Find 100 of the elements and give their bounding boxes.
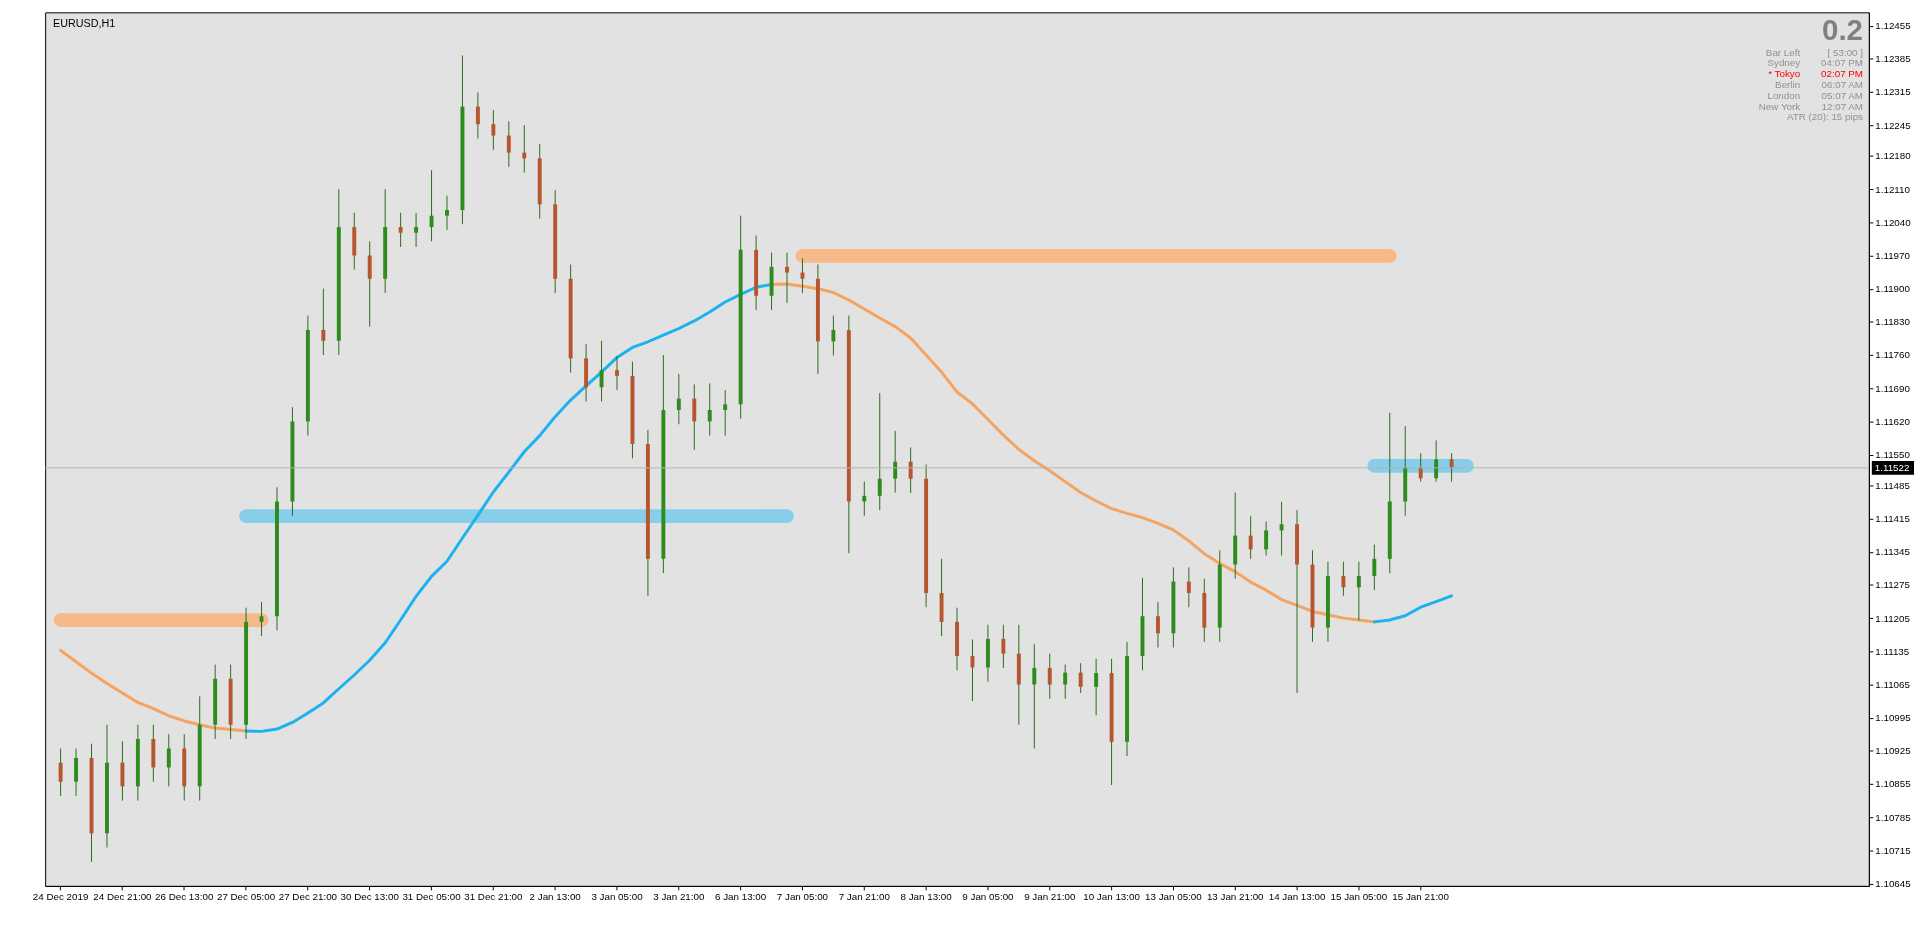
x-tick-label: 14 Jan 13:00: [1268, 891, 1326, 903]
candlestick: [1372, 544, 1377, 591]
x-tick-label: 15 Jan 21:00: [1392, 891, 1450, 903]
x-tick-label: 27 Dec 21:00: [278, 891, 338, 903]
x-tick-label: 26 Dec 13:00: [155, 891, 214, 903]
x-tick-label: 24 Dec 21:00: [93, 891, 153, 903]
y-tick-label: 1.11205: [1875, 612, 1911, 624]
candlestick: [785, 252, 789, 304]
candlestick: [1434, 439, 1439, 483]
candlestick: [414, 212, 419, 248]
candlestick: [1356, 561, 1361, 621]
candlestick: [445, 195, 449, 231]
x-tick-label: 31 Dec 05:00: [402, 891, 462, 903]
candlestick: [723, 389, 728, 437]
x-tick-label: 13 Jan 05:00: [1145, 891, 1203, 903]
x-tick-label: 24 Dec 2019: [32, 891, 89, 903]
candlestick: [599, 340, 604, 402]
x-tick-label: 8 Jan 13:00: [900, 891, 953, 903]
y-tick-label: 1.12110: [1875, 183, 1911, 195]
y-tick-label: 1.12385: [1875, 53, 1912, 65]
x-tick-label: 7 Jan 05:00: [776, 891, 829, 903]
candlestick: [1078, 662, 1083, 694]
candlestick: [862, 481, 867, 517]
candlestick: [1032, 643, 1037, 749]
candlestick: [367, 240, 372, 328]
candlestick: [1001, 624, 1006, 669]
annotation: 12:07 AM: [1821, 100, 1863, 112]
candlestick: [893, 430, 898, 493]
y-tick-label: 1.10925: [1875, 745, 1912, 757]
y-tick-label: 1.11135: [1875, 645, 1910, 657]
candlestick: [1341, 561, 1346, 597]
y-tick-label: 1.10645: [1875, 877, 1912, 889]
candlestick: [877, 392, 882, 511]
y-tick-label: 1.12315: [1875, 86, 1912, 98]
y-tick-label: 1.11485: [1875, 479, 1911, 491]
candlestick: [676, 373, 681, 425]
y-tick-label: 1.11550: [1875, 449, 1911, 461]
candlestick: [58, 747, 63, 797]
y-tick-label: 1.11345: [1875, 546, 1911, 558]
y-tick-label: 1.12245: [1875, 119, 1912, 131]
annotation: Sydney: [1767, 57, 1801, 69]
line-series: [59, 648, 248, 733]
y-tick-label: 1.11900: [1875, 283, 1911, 295]
x-tick-label: 30 Dec 13:00: [340, 891, 400, 903]
y-tick-label: 1.12455: [1875, 20, 1912, 32]
x-tick-label: 7 Jan 21:00: [838, 891, 891, 903]
annotation: 05:07 AM: [1821, 89, 1863, 101]
y-tick-label: 1.12180: [1875, 150, 1912, 162]
annotation: 02:07 PM: [1821, 68, 1863, 80]
candlestick: [1449, 452, 1454, 483]
x-tick-label: 6 Jan 13:00: [715, 891, 767, 903]
x-tick-label: 3 Jan 21:00: [653, 891, 705, 903]
annotation: Bar Left: [1765, 46, 1801, 58]
candlestick: [1264, 520, 1269, 557]
candlestick: [615, 355, 619, 391]
x-tick-label: 15 Jan 05:00: [1330, 891, 1388, 903]
y-tick-label: 1.10715: [1875, 844, 1912, 856]
ref-line-label: 1.11522: [1874, 461, 1910, 473]
y-tick-label: 1.10785: [1875, 811, 1912, 823]
annotation: [ 53:00 ]: [1827, 46, 1864, 58]
candlestick: [1279, 501, 1284, 557]
x-tick-label: 10 Jan 13:00: [1083, 891, 1141, 903]
annotation: * Tokyo: [1768, 68, 1801, 80]
candlestick: [166, 733, 171, 787]
y-tick-label: 1.10855: [1875, 778, 1912, 790]
x-tick-label: 27 Dec 05:00: [216, 891, 276, 903]
annotation: 0.2: [1822, 12, 1863, 46]
y-tick-label: 1.11415: [1875, 513, 1911, 525]
candlestick: [1063, 664, 1068, 700]
x-tick-label: 2 Jan 13:00: [529, 891, 582, 903]
annotation: ATR (20): 15 pips: [1786, 111, 1864, 123]
candlestick: [522, 124, 527, 174]
candlestick: [1248, 515, 1253, 560]
candlestick: [398, 212, 403, 248]
y-tick-label: 1.11620: [1875, 415, 1911, 427]
annotation: Berlin: [1775, 78, 1801, 90]
y-tick-label: 1.11760: [1875, 349, 1911, 361]
candlestick: [475, 91, 480, 139]
y-tick-label: 1.11065: [1875, 678, 1911, 690]
y-tick-label: 1.10995: [1875, 712, 1912, 724]
candlestick: [74, 747, 79, 797]
x-tick-label: 31 Dec 21:00: [464, 891, 524, 903]
line-series: [1372, 594, 1454, 624]
candlestick: [506, 120, 511, 168]
candlestick: [831, 315, 836, 356]
y-tick-label: 1.11275: [1875, 579, 1911, 591]
y-tick-label: 1.11690: [1875, 382, 1911, 394]
candlestick: [491, 109, 496, 151]
candlestick: [692, 383, 697, 451]
x-tick-label: 3 Jan 05:00: [591, 891, 644, 903]
chart-title: EURUSD,H1: [53, 17, 116, 30]
annotation: New York: [1758, 100, 1801, 112]
candlestick: [1094, 658, 1099, 716]
candlestick: [321, 288, 326, 356]
candlestick: [908, 446, 913, 494]
candlestick: [707, 382, 712, 437]
candlestick: [1047, 653, 1052, 700]
candlestick: [1155, 601, 1160, 648]
x-tick-label: 13 Jan 21:00: [1206, 891, 1265, 903]
y-tick-label: 1.12040: [1875, 216, 1912, 228]
